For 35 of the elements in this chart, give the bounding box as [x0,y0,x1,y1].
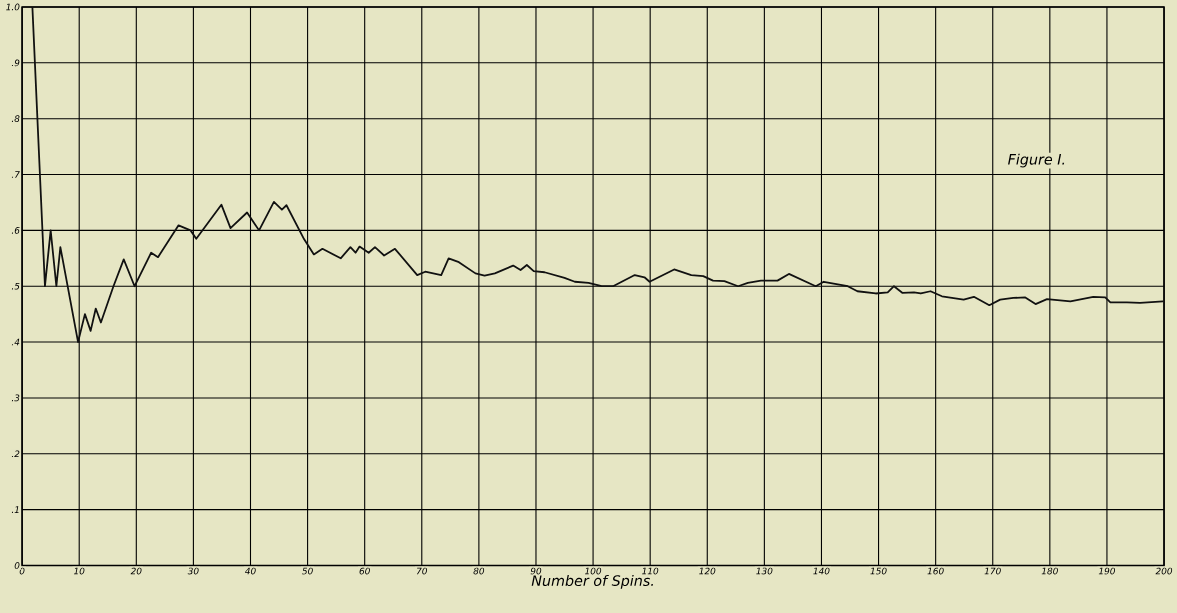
x-tick-label: 90 [530,567,542,575]
x-tick-label: 200 [1155,567,1173,575]
y-tick-label: .7 [11,171,20,178]
y-tick-label: .1 [11,506,19,513]
x-tick-label: 110 [642,567,659,575]
x-tick-label: 130 [756,567,773,575]
x-tick-label: 120 [699,567,716,575]
y-tick-label: .9 [11,59,20,67]
x-tick-label: 60 [359,567,370,575]
annotation: Figure I. [1008,153,1065,168]
x-tick-label: 140 [813,567,830,575]
x-tick-label: 160 [927,567,944,575]
x-tick-label: 10 [73,567,85,575]
y-tick-label: .5 [11,282,20,290]
x-tick-label: 0 [19,567,25,575]
x-tick-label: 100 [584,567,602,575]
y-tick-label: .2 [11,450,20,457]
line-series [31,6,1164,343]
x-tick-label: 80 [473,567,485,575]
x-tick-label: 190 [1098,567,1116,575]
x-tick-label: 50 [302,567,313,575]
y-tick-label: .3 [11,394,20,402]
x-tick-label: 40 [244,567,256,575]
x-tick-label: 180 [1041,567,1058,575]
x-tick-label: 20 [130,567,142,575]
y-tick-label: .8 [11,115,20,122]
y-tick-label: 1.0 [6,3,20,11]
y-tick-label: .6 [11,226,20,234]
x-tick-label: 70 [416,567,428,575]
x-tick-label: 150 [870,567,887,575]
x-tick-label: 30 [187,567,199,575]
x-axis-title: Number of Spins. [531,574,653,589]
y-tick-label: 0 [14,561,20,569]
x-tick-label: 170 [984,567,1001,575]
y-tick-label: .4 [11,338,20,346]
